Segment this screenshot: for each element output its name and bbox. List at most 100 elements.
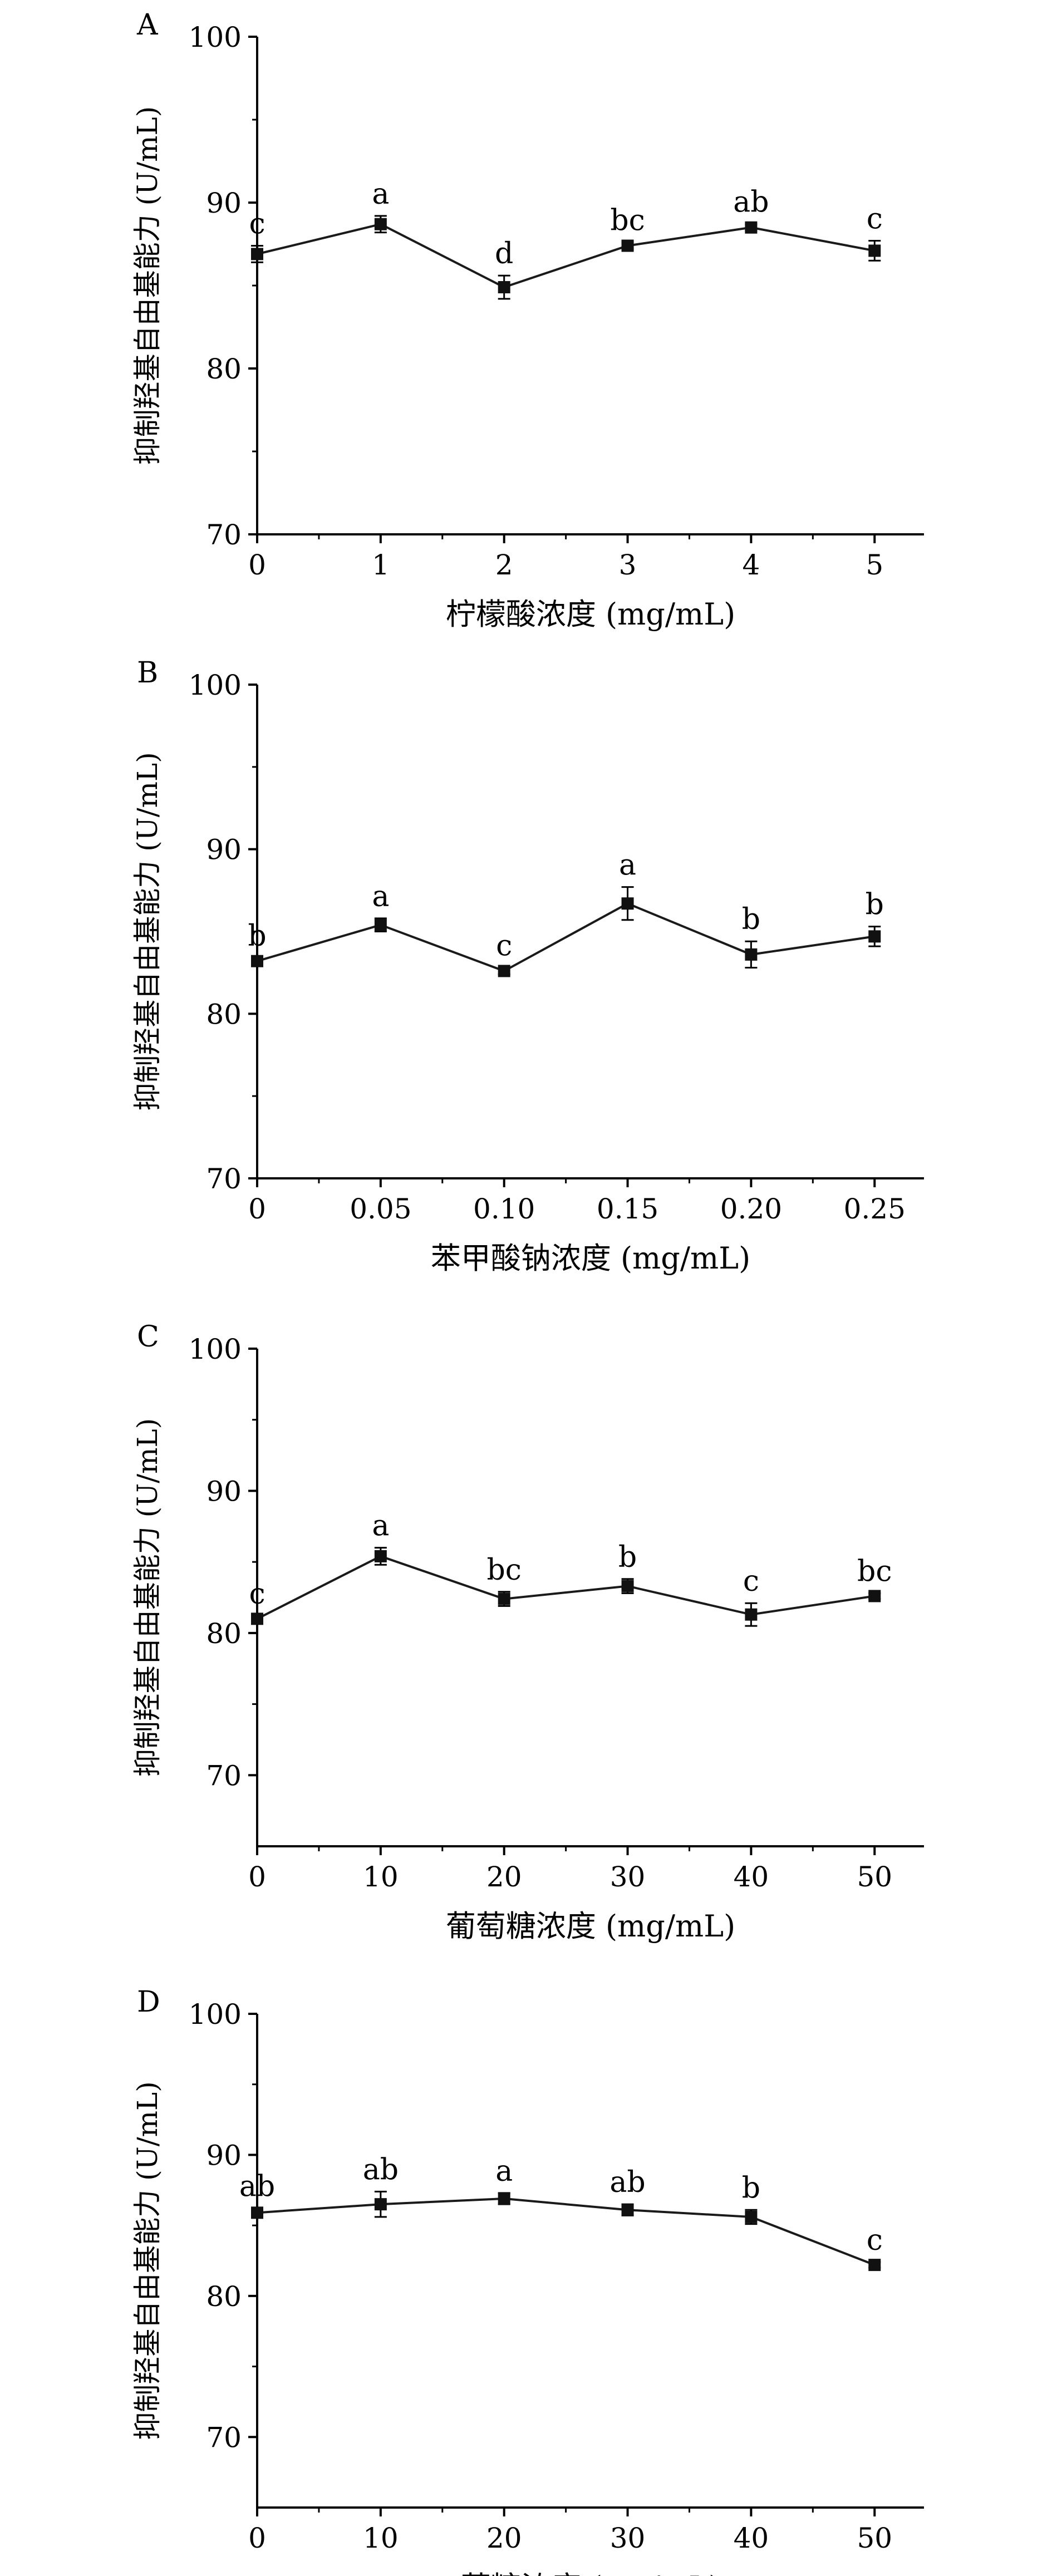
x-tick-label: 3: [619, 549, 637, 581]
y-tick-label: 100: [189, 21, 242, 53]
significance-label: b: [866, 888, 884, 922]
significance-label: c: [743, 1565, 759, 1598]
significance-label: a: [372, 1510, 389, 1543]
x-tick-label: 5: [866, 549, 883, 581]
y-tick-label: 100: [189, 669, 242, 701]
significance-label: c: [496, 930, 512, 963]
significance-label: c: [867, 2224, 883, 2257]
y-tick-label: 70: [206, 2421, 242, 2454]
x-tick-label: 20: [486, 2522, 522, 2554]
data-point: [621, 897, 634, 910]
x-tick-label: 0: [248, 2522, 266, 2554]
x-axis-title: 柠檬酸浓度 (mg/mL): [446, 597, 735, 632]
x-axis-title: 蔗糖浓度 (mg/mL): [461, 2570, 720, 2576]
x-tick-label: 4: [743, 549, 760, 581]
x-axis-title: 苯甲酸钠浓度 (mg/mL): [431, 1241, 750, 1276]
significance-label: ab: [239, 2170, 275, 2204]
x-tick-label: 50: [857, 1861, 892, 1893]
panel-label: C: [137, 1320, 159, 1354]
x-tick-label: 1: [372, 549, 390, 581]
y-axis-title: 抑制羟基自由基能力 (U/mL): [131, 106, 164, 465]
data-point: [868, 2259, 881, 2272]
series-line: [257, 902, 875, 972]
significance-label: ab: [363, 2153, 399, 2186]
y-axis-title: 抑制羟基自由基能力 (U/mL): [131, 2081, 164, 2440]
y-tick-label: 80: [206, 998, 242, 1030]
y-tick-label: 100: [189, 1333, 242, 1365]
x-tick-label: 50: [857, 2522, 892, 2554]
y-tick-label: 90: [206, 834, 242, 866]
x-tick-label: 10: [363, 2522, 399, 2554]
x-tick-label: 40: [734, 2522, 769, 2554]
y-tick-label: 90: [206, 187, 242, 219]
series-line: [257, 2197, 875, 2266]
significance-label: bc: [486, 1554, 521, 1587]
panel-label: B: [137, 656, 158, 690]
data-point: [374, 918, 387, 931]
y-tick-label: 80: [206, 2280, 242, 2313]
significance-label: b: [742, 2171, 760, 2205]
y-axis-title: 抑制羟基自由基能力 (U/mL): [131, 752, 164, 1111]
y-tick-label: 70: [206, 1163, 242, 1195]
data-point: [498, 965, 510, 977]
significance-label: bc: [610, 204, 645, 238]
data-point: [868, 930, 881, 943]
data-point: [868, 1590, 881, 1602]
y-tick-label: 80: [206, 1618, 242, 1650]
data-point: [498, 281, 510, 293]
x-tick-label: 20: [486, 1861, 522, 1893]
significance-label: b: [618, 1541, 637, 1574]
significance-label: ab: [609, 2166, 645, 2199]
y-tick-label: 90: [206, 1475, 242, 1507]
chart-panel-d: 70 80 90 100 0 10 20 30 40 50 D 蔗糖浓度 (mg/mL) 抑制羟基自由基…: [131, 1985, 924, 2576]
x-tick-label: 30: [610, 2522, 646, 2554]
data-point: [621, 2204, 634, 2216]
x-tick-label: 0: [248, 1861, 266, 1893]
significance-label: a: [619, 849, 636, 882]
data-point: [868, 244, 881, 257]
data-point: [374, 2198, 387, 2211]
chart-panel-c: 70 80 90 100 0 10 20 30 40 50 C 葡萄糖浓度 (mg/mL) 抑制羟基自由…: [131, 1320, 924, 1944]
y-tick-label: 70: [206, 519, 242, 551]
significance-label: c: [249, 207, 265, 240]
x-tick-label: 0.20: [720, 1193, 782, 1225]
series-line: [257, 223, 875, 289]
data-point: [745, 2210, 758, 2223]
x-axis-title: 葡萄糖浓度 (mg/mL): [446, 1909, 735, 1944]
significance-label: c: [249, 1577, 265, 1611]
data-point: [621, 1580, 634, 1592]
significance-label: bc: [857, 1555, 892, 1588]
significance-label: d: [495, 237, 513, 271]
y-tick-label: 100: [189, 1998, 242, 2031]
significance-label: b: [248, 920, 266, 953]
y-tick-label: 70: [206, 1759, 242, 1792]
data-point: [745, 948, 758, 961]
x-tick-label: 0.25: [844, 1193, 906, 1225]
x-tick-label: 2: [495, 549, 513, 581]
y-tick-label: 80: [206, 353, 242, 385]
x-tick-label: 0.15: [597, 1193, 658, 1225]
x-tick-label: 10: [363, 1861, 399, 1893]
data-point: [374, 218, 387, 230]
significance-label: a: [495, 2155, 513, 2188]
chart-panel-b: 70 80 90 100 0 0.05 0.10 0.15 0.20 0.25 B 苯甲酸钠浓度 (m…: [131, 656, 924, 1276]
data-point: [251, 248, 263, 260]
y-tick-label: 90: [206, 2139, 242, 2171]
data-point: [498, 2192, 510, 2205]
series-line: [257, 1555, 875, 1620]
x-tick-label: 30: [610, 1861, 646, 1893]
x-tick-label: 0: [248, 1193, 266, 1225]
significance-label: ab: [733, 186, 769, 219]
data-point: [745, 221, 758, 234]
data-point: [251, 2206, 263, 2219]
panel-label: A: [136, 8, 159, 42]
significance-label: c: [867, 203, 883, 236]
x-tick-label: 0.05: [350, 1193, 411, 1225]
chart-panel-a: 70 80 90 100 0 1 2 3 4 5 A 柠檬酸浓度 (mg/mL) 抑制羟基自由基能力 (…: [131, 8, 924, 632]
panel-label: D: [137, 1985, 160, 2019]
x-tick-label: 0: [248, 549, 266, 581]
significance-label: a: [372, 880, 389, 913]
data-point: [745, 1608, 758, 1621]
data-point: [251, 1613, 263, 1625]
